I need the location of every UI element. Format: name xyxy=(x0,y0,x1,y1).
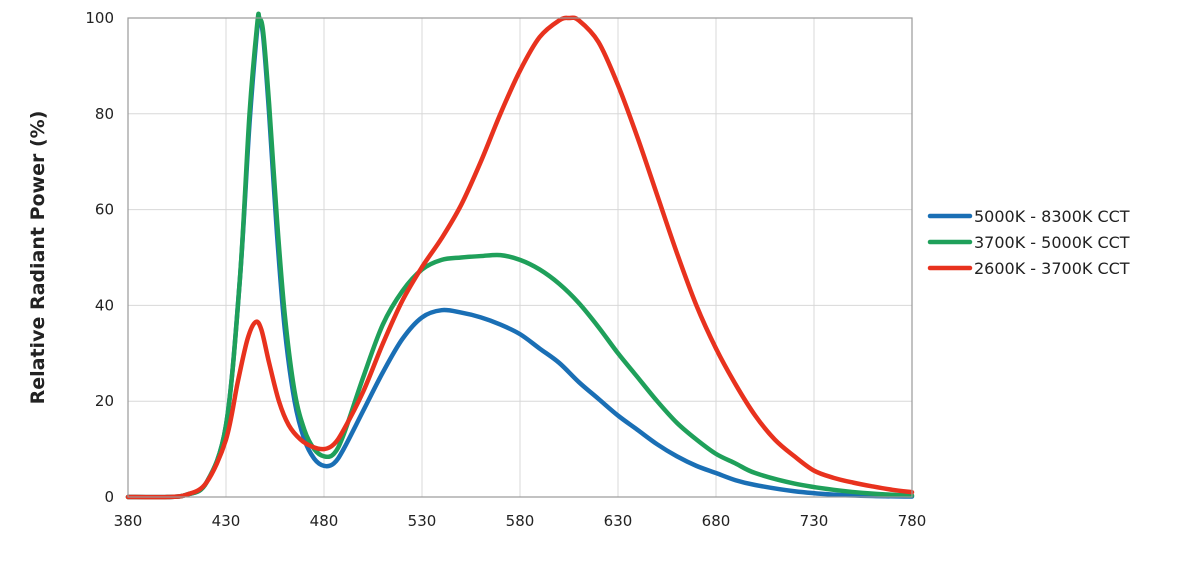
x-tick-label: 780 xyxy=(898,512,927,530)
legend-entry-label: 5000K - 8300K CCT xyxy=(974,207,1130,226)
x-tick-label: 630 xyxy=(604,512,633,530)
y-tick-label: 20 xyxy=(95,392,114,410)
x-tick-label: 730 xyxy=(800,512,829,530)
legend: 5000K - 8300K CCT 3700K - 5000K CCT 2600K … xyxy=(927,207,1130,278)
y-axis-label: Relative Radiant Power (%) xyxy=(27,111,49,405)
x-tick-label: 480 xyxy=(310,512,339,530)
x-axis-ticks: 380 430 480 530 580 630 680 730 780 xyxy=(114,512,927,530)
x-tick-label: 530 xyxy=(408,512,437,530)
x-tick-label: 580 xyxy=(506,512,535,530)
y-axis-ticks: 0 20 40 60 80 100 xyxy=(85,9,114,506)
y-tick-label: 40 xyxy=(95,296,114,314)
y-tick-label: 60 xyxy=(95,201,114,219)
y-tick-label: 0 xyxy=(104,488,114,506)
series-3700k-5000k-line xyxy=(125,11,915,500)
x-tick-label: 680 xyxy=(702,512,731,530)
legend-entry-label: 2600K - 3700K CCT xyxy=(974,259,1130,278)
x-tick-label: 430 xyxy=(212,512,241,530)
series-2600k-3700k-line xyxy=(125,15,915,500)
y-tick-label: 80 xyxy=(95,105,114,123)
plot-frame xyxy=(127,17,913,498)
x-tick-label: 380 xyxy=(114,512,143,530)
y-tick-label: 100 xyxy=(85,9,114,27)
series-group xyxy=(125,11,915,500)
legend-entry-label: 3700K - 5000K CCT xyxy=(974,233,1130,252)
